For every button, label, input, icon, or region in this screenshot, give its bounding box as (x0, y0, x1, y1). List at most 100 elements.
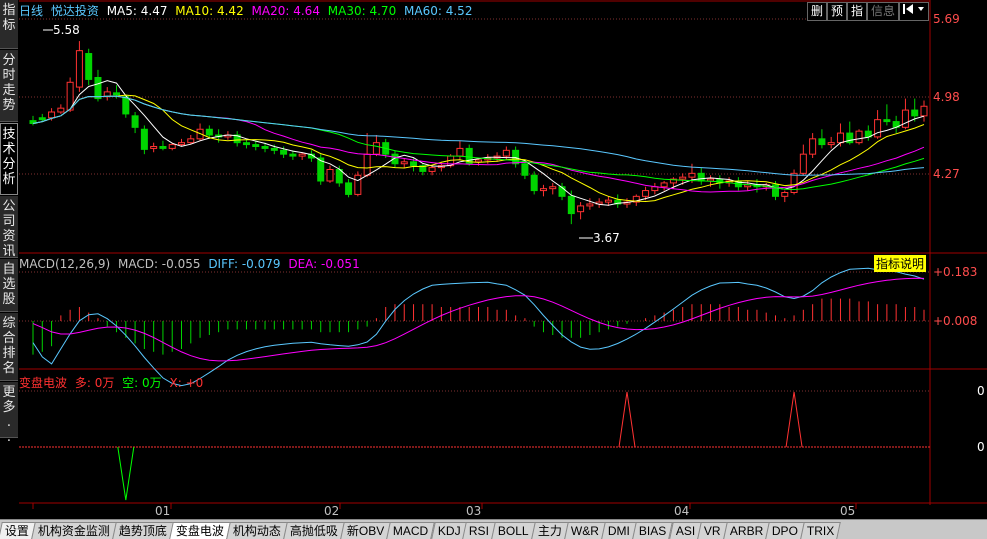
wave-title: 变盘电波 (19, 376, 68, 390)
tab-2[interactable]: 趋势顶底 (112, 522, 174, 539)
candle-body (549, 186, 557, 190)
candle-body (456, 147, 464, 157)
tab-0[interactable]: 设置 (0, 522, 36, 539)
sidebar-item-watchlist[interactable]: 自选股 (0, 259, 18, 312)
candle-body (131, 115, 139, 128)
tab-label: ARBR (729, 524, 763, 538)
tab-1[interactable]: 机构资金监测 (31, 522, 117, 539)
tab-label: 机构动态 (232, 524, 281, 538)
sidebar-item-company-news[interactable]: 公司资讯 (0, 196, 18, 259)
candle-body (298, 153, 306, 157)
indicator-help-button[interactable]: 指标说明 (874, 255, 927, 272)
candle-body (901, 109, 909, 128)
candle-body (205, 128, 213, 136)
tab-label: DMI (608, 524, 631, 538)
candle-body (400, 161, 408, 165)
tab-4[interactable]: 机构动态 (226, 522, 288, 539)
sidebar-item-indicators[interactable]: 指标 (0, 0, 18, 49)
info-button[interactable]: 信息 (866, 2, 899, 21)
tab-12[interactable]: W&R (564, 522, 606, 539)
macd-legend: MACD(12,26,9) MACD: -0.055 DIFF: -0.079 … (19, 257, 360, 271)
tab-label: 主力 (538, 524, 563, 538)
tab-label: 变盘电波 (175, 524, 224, 538)
sidebar-item-more[interactable]: 更多.. (0, 382, 18, 445)
candle-body (178, 142, 185, 146)
wave-spike-up (785, 391, 803, 448)
candle-body (428, 167, 436, 172)
date-tick-label: 05 (840, 504, 855, 518)
candle-body (512, 149, 520, 165)
delete-button[interactable]: 删 (806, 2, 827, 21)
macd-tick-high: +0.183 (933, 265, 977, 279)
tab-11[interactable]: 主力 (531, 522, 569, 539)
ma20-value: MA20: 4.64 (251, 4, 320, 18)
candle-body (883, 119, 891, 123)
candle-body (354, 174, 362, 195)
tab-6[interactable]: 新OBV (340, 522, 392, 539)
candle-body (781, 192, 789, 197)
tab-17[interactable]: ARBR (722, 522, 770, 539)
sidebar-item-timeshare[interactable]: 分时走势 (0, 50, 18, 122)
tab-label: 高抛低吸 (289, 524, 338, 538)
candle-body (521, 163, 529, 176)
candle-body (558, 186, 566, 197)
candle-body (772, 184, 779, 197)
chart-area: 020102030405 5.58 3.67 5.69 4.98 4.27 +0… (19, 0, 987, 519)
candle-body (261, 146, 269, 149)
sidebar-item-ranking[interactable]: 综合排名 (0, 313, 18, 381)
candle-body (280, 149, 288, 155)
wave-tick-high: 0 (977, 384, 985, 398)
preview-button[interactable]: 预 (826, 2, 847, 21)
tab-label: TRIX (806, 524, 835, 538)
candle-body (567, 195, 575, 215)
tab-label: 新OBV (346, 524, 385, 538)
candle-body (697, 172, 705, 182)
candle-body (530, 174, 538, 192)
tab-14[interactable]: BIAS (632, 522, 674, 539)
candle-body (679, 176, 687, 180)
candle-body (113, 92, 121, 96)
candle-body (122, 96, 130, 115)
candle-body (818, 138, 826, 146)
macd-tick-low: +0.008 (933, 314, 977, 328)
wave-tick-low: 0 (977, 440, 985, 454)
candle-body (38, 117, 46, 121)
tab-label: RSI (469, 524, 490, 538)
sidebar-item-technical[interactable]: 技术分析 (0, 123, 18, 195)
candle-body (159, 146, 167, 149)
dea-value: DEA: -0.051 (288, 257, 360, 271)
tab-3[interactable]: 变盘电波 (169, 522, 231, 539)
tab-5[interactable]: 高抛低吸 (283, 522, 345, 539)
candle-body (642, 190, 650, 197)
tab-label: 机构资金监测 (37, 524, 110, 538)
tab-10[interactable]: BOLL (491, 522, 536, 539)
candle-body (48, 111, 56, 119)
tab-7[interactable]: MACD (386, 522, 436, 539)
candle-body (669, 178, 677, 184)
wave-spike-down (117, 446, 135, 501)
date-ticks: 020102030405 (32, 503, 857, 518)
candle-body (410, 161, 418, 167)
kline-chart[interactable]: 020102030405 5.58 3.67 5.69 4.98 4.27 +0… (19, 0, 987, 519)
indicator-button[interactable]: 指 (846, 2, 867, 21)
candle-body (809, 138, 817, 155)
candle-body (836, 132, 844, 144)
indicator-tab-bar: 设置 机构资金监测 趋势顶底 变盘电波 机构动态 高抛低吸 新OBV MACD KDJ RSI BO… (0, 519, 987, 539)
period-label: 日线 (19, 4, 44, 18)
diff-line (32, 267, 925, 387)
price-tick-mid: 4.98 (933, 90, 960, 104)
tab-label: BIAS (639, 524, 667, 538)
wave-series (19, 391, 930, 501)
candle-body (391, 153, 399, 165)
high-marker-label: 5.58 (53, 23, 80, 37)
rewind-icon[interactable] (899, 2, 929, 21)
candle-body (660, 182, 668, 188)
candle-body (799, 153, 807, 174)
tab-19[interactable]: TRIX (800, 522, 842, 539)
candle-body (289, 153, 297, 157)
tab-18[interactable]: DPO (765, 522, 805, 539)
candle-body (475, 159, 482, 163)
ma60-line (32, 95, 925, 176)
candle-body (326, 169, 334, 182)
candle-body (140, 128, 148, 150)
